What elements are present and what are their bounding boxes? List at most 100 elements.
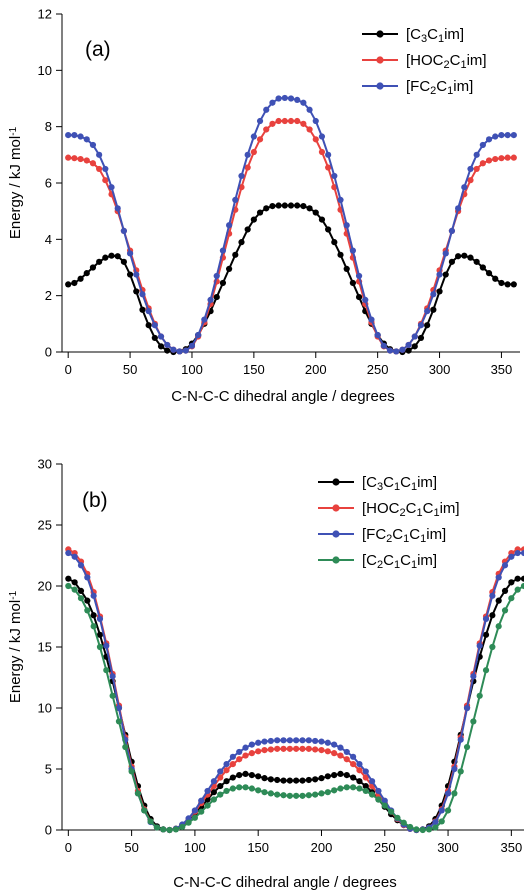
data-point xyxy=(223,787,230,795)
data-point xyxy=(256,209,264,216)
data-point xyxy=(375,796,382,803)
data-point xyxy=(238,239,245,246)
data-point xyxy=(269,99,276,106)
legend-marker xyxy=(376,56,384,64)
data-point xyxy=(160,826,167,833)
data-point xyxy=(343,756,350,763)
data-point xyxy=(300,203,307,210)
data-point xyxy=(244,164,251,171)
panel-label: (b) xyxy=(82,489,108,512)
data-point xyxy=(331,772,338,779)
y-axis-label-superscript: -1 xyxy=(8,590,19,599)
data-point xyxy=(217,768,224,775)
data-point xyxy=(362,296,369,303)
y-axis-label-superscript: -1 xyxy=(8,126,19,135)
data-point xyxy=(457,768,464,775)
data-point xyxy=(286,745,293,752)
data-point xyxy=(463,743,471,751)
data-point xyxy=(455,205,462,212)
y-tick-label: 0 xyxy=(45,345,52,360)
data-point xyxy=(305,792,312,799)
data-point xyxy=(71,579,78,586)
data-point xyxy=(293,737,300,744)
legend-entry-part: [HOC xyxy=(362,500,400,517)
data-point xyxy=(324,773,331,780)
data-point xyxy=(451,765,458,773)
data-point xyxy=(280,737,287,744)
data-point xyxy=(498,132,505,139)
legend-entry-part: im] xyxy=(440,500,460,517)
x-tick-label: 50 xyxy=(123,362,137,377)
data-point xyxy=(495,574,502,581)
y-tick-label: 10 xyxy=(38,701,52,716)
data-point xyxy=(204,787,211,795)
x-tick-label: 200 xyxy=(311,840,333,855)
data-point xyxy=(96,165,103,173)
data-point xyxy=(217,774,224,781)
data-point xyxy=(83,270,90,277)
data-point xyxy=(438,818,445,825)
data-point xyxy=(324,739,331,746)
data-point xyxy=(417,334,425,342)
data-point xyxy=(349,279,356,287)
data-point xyxy=(108,184,115,191)
data-point xyxy=(191,814,198,821)
data-point xyxy=(250,148,257,156)
data-point xyxy=(267,746,274,753)
data-point xyxy=(504,281,511,288)
data-point xyxy=(510,154,517,161)
data-point xyxy=(294,202,301,209)
data-point xyxy=(229,774,236,781)
data-point xyxy=(482,631,490,638)
data-point xyxy=(299,792,306,799)
data-point xyxy=(300,120,307,127)
data-point xyxy=(510,281,517,288)
data-point xyxy=(514,575,521,582)
data-point xyxy=(448,258,456,265)
data-point xyxy=(413,826,420,833)
data-point xyxy=(242,770,249,777)
data-point xyxy=(147,818,154,825)
data-point xyxy=(109,673,116,680)
x-tick-label: 0 xyxy=(65,840,72,855)
data-point xyxy=(473,258,480,265)
data-point xyxy=(386,347,394,354)
data-point xyxy=(83,136,90,143)
data-point xyxy=(244,151,251,158)
x-axis-label: C-N-C-C dihedral angle / degrees xyxy=(173,874,396,891)
data-point xyxy=(476,692,483,699)
data-point xyxy=(77,562,85,569)
data-point xyxy=(356,785,363,792)
data-point xyxy=(482,615,490,623)
data-point xyxy=(381,802,388,809)
data-point xyxy=(451,790,458,797)
data-point xyxy=(115,704,123,712)
data-point xyxy=(495,623,502,630)
legend-marker xyxy=(376,30,384,38)
y-tick-label: 20 xyxy=(38,579,52,594)
data-point xyxy=(510,132,517,139)
data-point xyxy=(133,271,140,278)
data-point xyxy=(89,141,97,149)
data-point xyxy=(312,776,319,783)
data-point xyxy=(157,343,165,350)
data-point xyxy=(182,347,189,354)
data-point xyxy=(419,826,426,834)
series-1 xyxy=(65,202,517,356)
data-point xyxy=(369,778,376,785)
y-axis-label-text: Energy / kJ mol xyxy=(7,600,24,703)
data-point xyxy=(498,155,505,162)
data-point xyxy=(223,761,230,768)
data-point xyxy=(368,316,375,323)
data-point xyxy=(248,772,255,779)
y-tick-label: 30 xyxy=(38,457,52,472)
legend-entry-part: [C xyxy=(362,552,377,569)
legend-entry: [C3C1C1im] xyxy=(362,474,437,493)
data-point xyxy=(442,250,449,257)
data-point xyxy=(77,587,85,594)
data-point xyxy=(134,790,142,797)
data-point xyxy=(102,177,109,184)
data-point xyxy=(356,761,363,768)
